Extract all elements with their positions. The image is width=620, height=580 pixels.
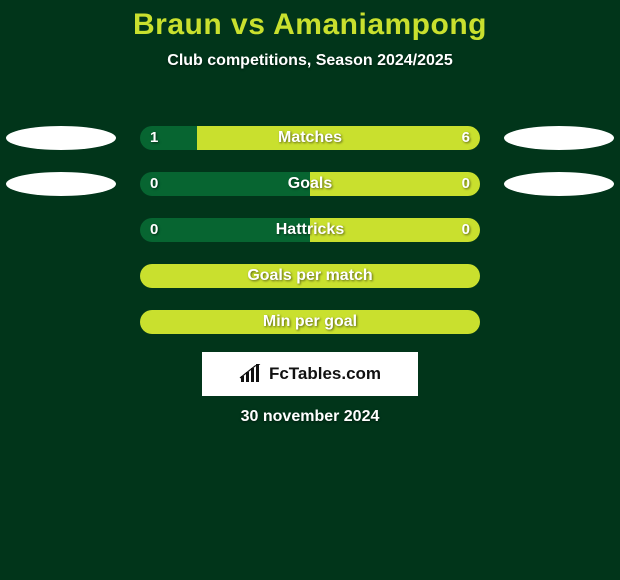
stat-row: Min per goal xyxy=(0,302,620,348)
player1-pill xyxy=(6,126,116,150)
stat-row: Goals per match xyxy=(0,256,620,302)
logo: FcTables.com xyxy=(202,352,418,396)
player1-pill xyxy=(6,172,116,196)
stat-rows: 1 6 Matches 0 0 Goals 0 0 Hatt xyxy=(0,118,620,348)
stat-bar-right xyxy=(310,172,480,196)
stat-row: 0 0 Goals xyxy=(0,164,620,210)
bar-chart-icon xyxy=(239,364,263,384)
title-player2: Amaniampong xyxy=(273,8,487,41)
player2-pill xyxy=(504,172,614,196)
stat-row: 1 6 Matches xyxy=(0,118,620,164)
stat-left-value: 0 xyxy=(150,172,158,196)
stat-bar-right xyxy=(140,264,480,288)
page-title: Braun vs Amaniampong xyxy=(0,0,620,42)
title-vs: vs xyxy=(231,8,265,41)
logo-text: FcTables.com xyxy=(269,364,381,384)
player2-pill xyxy=(504,126,614,150)
stat-right-value: 6 xyxy=(462,126,470,150)
stat-bar-left xyxy=(140,218,310,242)
stat-bar-left xyxy=(140,126,197,150)
stat-bar xyxy=(140,172,480,196)
stat-bar xyxy=(140,218,480,242)
date: 30 november 2024 xyxy=(0,408,620,426)
stat-bar-right xyxy=(310,218,480,242)
stat-right-value: 0 xyxy=(462,218,470,242)
comparison-infographic: Braun vs Amaniampong Club competitions, … xyxy=(0,0,620,580)
stat-bar xyxy=(140,264,480,288)
stat-row: 0 0 Hattricks xyxy=(0,210,620,256)
stat-bar xyxy=(140,126,480,150)
subtitle: Club competitions, Season 2024/2025 xyxy=(0,52,620,70)
stat-bar-right xyxy=(140,310,480,334)
stat-left-value: 0 xyxy=(150,218,158,242)
stat-right-value: 0 xyxy=(462,172,470,196)
title-player1: Braun xyxy=(133,8,222,41)
stat-bar-right xyxy=(197,126,480,150)
stat-bar xyxy=(140,310,480,334)
stat-bar-left xyxy=(140,172,310,196)
stat-left-value: 1 xyxy=(150,126,158,150)
